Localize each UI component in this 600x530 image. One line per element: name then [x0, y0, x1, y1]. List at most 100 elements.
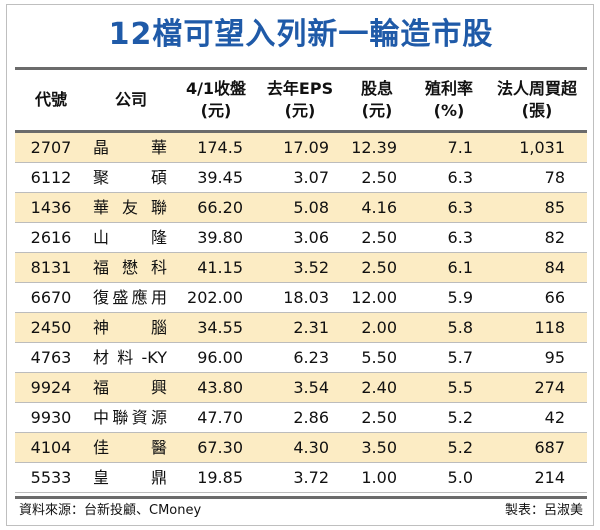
company-name-cell: 華友聯 [87, 192, 175, 223]
yield-cell: 7.1 [411, 131, 487, 163]
table-row: 4104 佳醫 67.30 4.30 3.50 5.2 687 [15, 432, 587, 463]
close-price-cell: 43.80 [175, 372, 257, 403]
yield-cell: 6.3 [411, 222, 487, 253]
company-name: 福懋科 [93, 258, 167, 277]
eps-cell: 2.31 [257, 312, 343, 343]
table-header-row: 代號 公司 4/1收盤 (元) 去年EPS (元) 股息 (元) 殖利率 (%)… [15, 67, 587, 133]
header-company: 公司 [87, 67, 175, 133]
table-row: 5533 皇鼎 19.85 3.72 1.00 5.0 214 [15, 462, 587, 493]
company-name-cell: 聚碩 [87, 162, 175, 193]
eps-cell: 3.07 [257, 162, 343, 193]
company-name-cell: 晶華 [87, 131, 175, 163]
company-name: 華友聯 [93, 198, 167, 217]
header-yield: 殖利率 (%) [411, 67, 487, 133]
company-name-cell: 復盛應用 [87, 282, 175, 313]
net-buy-cell: 274 [487, 372, 587, 403]
company-name: 山隆 [93, 228, 167, 247]
yield-cell: 6.3 [411, 192, 487, 223]
close-price-cell: 174.5 [175, 131, 257, 163]
table-row: 6670 復盛應用 202.00 18.03 12.00 5.9 66 [15, 282, 587, 313]
close-price-cell: 39.80 [175, 222, 257, 253]
stock-code-cell: 4104 [15, 432, 87, 463]
eps-cell: 18.03 [257, 282, 343, 313]
close-price-cell: 96.00 [175, 342, 257, 373]
eps-cell: 2.86 [257, 402, 343, 433]
net-buy-cell: 85 [487, 192, 587, 223]
eps-cell: 3.72 [257, 462, 343, 493]
close-price-cell: 19.85 [175, 462, 257, 493]
close-price-cell: 66.20 [175, 192, 257, 223]
net-buy-cell: 82 [487, 222, 587, 253]
table-row: 4763 材料-KY 96.00 6.23 5.50 5.7 95 [15, 342, 587, 373]
stock-code-cell: 2616 [15, 222, 87, 253]
company-name-cell: 山隆 [87, 222, 175, 253]
header-dividend: 股息 (元) [343, 67, 411, 133]
dividend-cell: 2.00 [343, 312, 411, 343]
stock-code-cell: 9930 [15, 402, 87, 433]
yield-cell: 5.2 [411, 402, 487, 433]
header-net-buy: 法人周買超 (張) [487, 67, 587, 133]
stock-code-cell: 1436 [15, 192, 87, 223]
company-name: 聚碩 [93, 168, 167, 187]
stock-code-cell: 5533 [15, 462, 87, 493]
close-price-cell: 41.15 [175, 252, 257, 283]
dividend-cell: 2.50 [343, 252, 411, 283]
company-name: 復盛應用 [93, 288, 167, 307]
dividend-cell: 2.50 [343, 402, 411, 433]
eps-cell: 3.54 [257, 372, 343, 403]
stock-code-cell: 2707 [15, 131, 87, 163]
dividend-cell: 2.50 [343, 222, 411, 253]
table-row: 6112 聚碩 39.45 3.07 2.50 6.3 78 [15, 162, 587, 193]
table-row: 9930 中聯資源 47.70 2.86 2.50 5.2 42 [15, 402, 587, 433]
company-name-cell: 皇鼎 [87, 462, 175, 493]
company-name-cell: 佳醫 [87, 432, 175, 463]
dividend-cell: 1.00 [343, 462, 411, 493]
yield-cell: 6.1 [411, 252, 487, 283]
close-price-cell: 202.00 [175, 282, 257, 313]
yield-cell: 5.2 [411, 432, 487, 463]
close-price-cell: 39.45 [175, 162, 257, 193]
company-name-cell: 中聯資源 [87, 402, 175, 433]
net-buy-cell: 95 [487, 342, 587, 373]
net-buy-cell: 687 [487, 432, 587, 463]
stock-code-cell: 6670 [15, 282, 87, 313]
stock-code-cell: 6112 [15, 162, 87, 193]
source-note: 資料來源：台新投顧、CMoney [19, 503, 202, 518]
eps-cell: 4.30 [257, 432, 343, 463]
table-row: 2707 晶華 174.5 17.09 12.39 7.1 1,031 [15, 131, 587, 163]
infographic-frame: 12檔可望入列新一輪造市股 代號 公司 4/1收盤 (元) 去年EPS (元) … [6, 4, 594, 526]
company-name-cell: 材料-KY [87, 342, 175, 373]
yield-cell: 5.9 [411, 282, 487, 313]
yield-cell: 5.0 [411, 462, 487, 493]
dividend-cell: 2.40 [343, 372, 411, 403]
dividend-cell: 12.00 [343, 282, 411, 313]
header-code: 代號 [15, 67, 87, 133]
stock-table: 代號 公司 4/1收盤 (元) 去年EPS (元) 股息 (元) 殖利率 (%)… [15, 67, 587, 493]
eps-cell: 3.06 [257, 222, 343, 253]
company-name: 福興 [93, 378, 167, 397]
dividend-cell: 2.50 [343, 162, 411, 193]
dividend-cell: 4.16 [343, 192, 411, 223]
company-name: 晶華 [93, 138, 167, 157]
header-close-price: 4/1收盤 (元) [175, 67, 257, 133]
company-name: 中聯資源 [93, 408, 167, 427]
page-title: 12檔可望入列新一輪造市股 [108, 17, 494, 52]
table-row: 2450 神腦 34.55 2.31 2.00 5.8 118 [15, 312, 587, 343]
yield-cell: 6.3 [411, 162, 487, 193]
eps-cell: 6.23 [257, 342, 343, 373]
close-price-cell: 47.70 [175, 402, 257, 433]
table-row: 8131 福懋科 41.15 3.52 2.50 6.1 84 [15, 252, 587, 283]
eps-cell: 3.52 [257, 252, 343, 283]
net-buy-cell: 214 [487, 462, 587, 493]
stock-code-cell: 2450 [15, 312, 87, 343]
footer: 資料來源：台新投顧、CMoney 製表：呂淑美 [15, 496, 587, 523]
company-name: 皇鼎 [93, 468, 167, 487]
table-row: 2616 山隆 39.80 3.06 2.50 6.3 82 [15, 222, 587, 253]
company-name-cell: 福懋科 [87, 252, 175, 283]
net-buy-cell: 78 [487, 162, 587, 193]
yield-cell: 5.5 [411, 372, 487, 403]
close-price-cell: 67.30 [175, 432, 257, 463]
company-name: 材料-KY [93, 348, 167, 367]
eps-cell: 5.08 [257, 192, 343, 223]
table-row: 1436 華友聯 66.20 5.08 4.16 6.3 85 [15, 192, 587, 223]
